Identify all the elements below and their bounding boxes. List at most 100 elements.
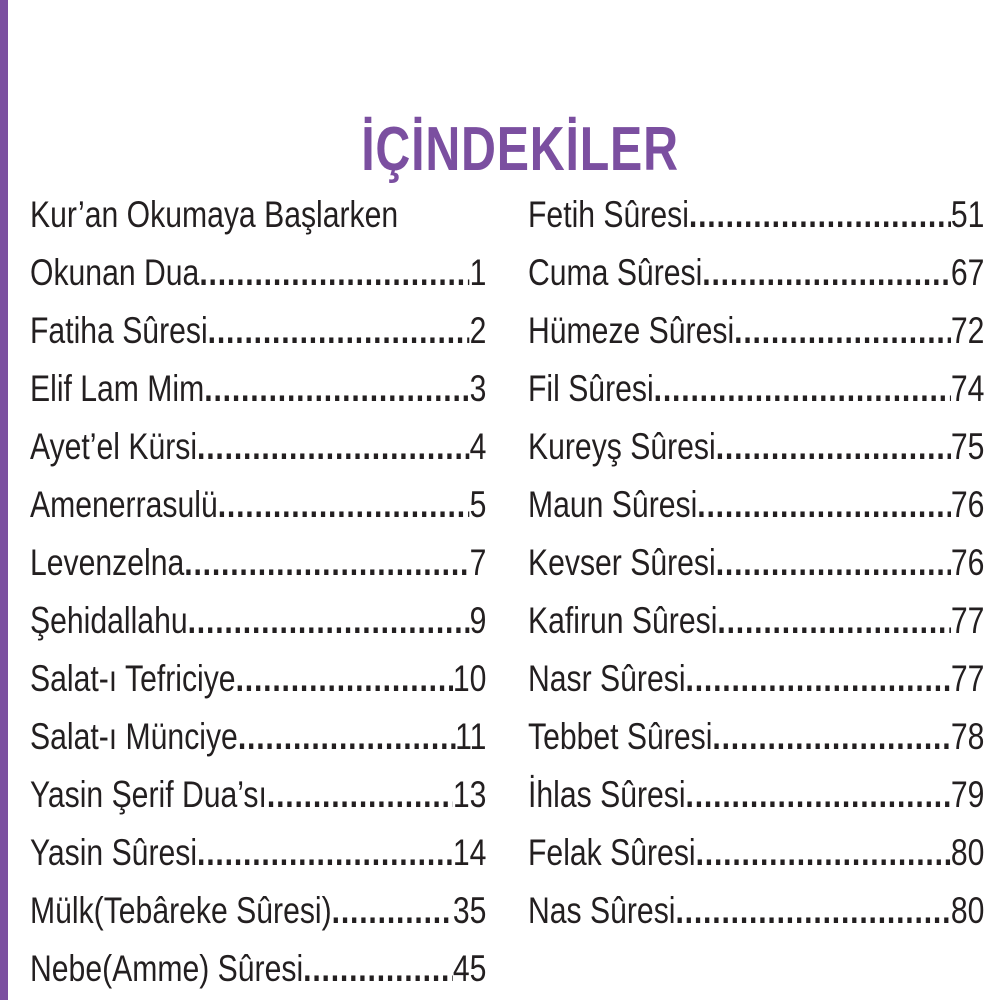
toc-entry-title: Fetih Sûresi — [528, 194, 689, 235]
toc-entry[interactable]: Kevser Sûresi ..........................… — [528, 534, 984, 592]
toc-entry-title: İhlas Sûresi — [528, 774, 686, 815]
toc-entry[interactable]: Elif Lam Mim............................… — [30, 360, 486, 418]
toc-entry-page: 10 — [452, 658, 487, 699]
toc-entry-title: Cuma Sûresi — [528, 252, 703, 293]
toc-entry-page: 11 — [455, 716, 487, 757]
toc-entry-page: 80 — [950, 832, 985, 873]
dot-leader: ........................................… — [217, 484, 470, 525]
toc-entry[interactable]: Cuma Sûresi.............................… — [528, 244, 984, 302]
dot-leader: ........................................… — [199, 252, 469, 293]
toc-entry-page: 79 — [950, 774, 985, 815]
dot-leader: ........................................… — [734, 310, 951, 351]
toc-entry[interactable]: Felak Sûresi............................… — [528, 824, 984, 882]
toc-entry[interactable]: Amenerrasulü............................… — [30, 476, 486, 534]
dot-leader: ........................................… — [695, 832, 951, 873]
toc-entry[interactable]: İhlas Sûresi ...........................… — [528, 766, 984, 824]
dot-leader: ........................................… — [204, 368, 469, 409]
toc-entry-page: 3 — [469, 368, 487, 409]
purple-edge-bar — [0, 0, 8, 1000]
toc-entry-title: Yasin Şerif Dua’sı — [30, 774, 267, 815]
toc-entry-page: 5 — [469, 484, 487, 525]
toc-entry-page: 45 — [452, 948, 487, 989]
dot-leader: ........................................… — [207, 310, 470, 351]
toc-entry[interactable]: Yasin Şerif Dua’sı......................… — [30, 766, 486, 824]
dot-leader: ........................................… — [685, 658, 951, 699]
dot-leader: ........................................… — [685, 774, 951, 815]
toc-entry-page: 35 — [452, 890, 487, 931]
toc-entry-page: 1 — [469, 252, 487, 293]
toc-left-column: Kur’an Okumaya Başlarken Okunan Dua......… — [30, 186, 486, 998]
toc-entry[interactable]: Nasr Sûresi ............................… — [528, 650, 984, 708]
toc-entry-page: 78 — [950, 716, 985, 757]
dot-leader: ........................................… — [187, 600, 470, 641]
dot-leader: ........................................… — [715, 426, 951, 467]
toc-entry-title: Fatiha Sûresi — [30, 310, 208, 351]
dot-leader: ........................................… — [653, 368, 951, 409]
toc-entry-page: 74 — [950, 368, 985, 409]
toc-entry-page: 72 — [950, 310, 985, 351]
toc-entry-page: 7 — [469, 542, 487, 583]
toc-entry-page: 76 — [950, 542, 985, 583]
dot-leader: ........................................… — [702, 252, 951, 293]
dot-leader: ........................................… — [715, 542, 951, 583]
toc-entry-title: Kur’an Okumaya Başlarken — [30, 194, 399, 235]
toc-entry-title: Kureyş Sûresi — [528, 426, 716, 467]
toc-entry-title: Kevser Sûresi — [528, 542, 716, 583]
dot-leader: ........................................… — [303, 948, 453, 989]
toc-entry-page: 9 — [469, 600, 487, 641]
dot-leader: ........................................… — [675, 890, 951, 931]
dot-leader: ........................................… — [697, 484, 951, 525]
toc-entry[interactable]: Fatiha Sûresi...........................… — [30, 302, 486, 360]
toc-entry-title: Nas Sûresi — [528, 890, 676, 931]
toc-entry[interactable]: Levenzelna..............................… — [30, 534, 486, 592]
dot-leader: ........................................… — [184, 542, 470, 583]
toc-entry-page: 77 — [950, 600, 985, 641]
toc-entry-page: 13 — [452, 774, 487, 815]
dot-leader: ........................................… — [331, 890, 453, 931]
toc-entry[interactable]: Nebe(Amme) Sûresi.......................… — [30, 940, 486, 998]
dot-leader: ........................................… — [712, 716, 951, 757]
toc-entry-title: Yasin Sûresi — [30, 832, 198, 873]
toc-entry-title: Salat-ı Münciye — [30, 716, 238, 757]
toc-entry-title: Ayet’el Kürsi — [30, 426, 198, 467]
dot-leader: ........................................… — [235, 658, 453, 699]
toc-entry-title: Şehidallahu — [30, 600, 188, 641]
toc-entry[interactable]: Ayet’el Kürsi...........................… — [30, 418, 486, 476]
toc-entry-title: Hümeze Sûresi — [528, 310, 735, 351]
toc-entry-page: 75 — [950, 426, 985, 467]
dot-leader: ........................................… — [266, 774, 453, 815]
toc-entry[interactable]: Fetih Sûresi............................… — [528, 186, 984, 244]
toc-entry[interactable]: Hümeze Sûresi ..........................… — [528, 302, 984, 360]
toc-entry[interactable]: Salat-ı Tefriciye.......................… — [30, 650, 486, 708]
toc-entry[interactable]: Yasin Sûresi............................… — [30, 824, 486, 882]
toc-entry-page: 77 — [950, 658, 985, 699]
toc-entry-title: Amenerrasulü — [30, 484, 218, 525]
page-title: İÇİNDEKİLER — [361, 114, 679, 184]
toc-entry-page: 2 — [469, 310, 487, 351]
toc-entry[interactable]: Maun Sûresi ............................… — [528, 476, 984, 534]
dot-leader: ........................................… — [688, 194, 951, 235]
dot-leader: ........................................… — [197, 426, 470, 467]
toc-entry-page: 14 — [452, 832, 487, 873]
toc-entry[interactable]: Kureyş Sûresi ..........................… — [528, 418, 984, 476]
toc-entry-title: Kafirun Sûresi — [528, 600, 718, 641]
toc-entry[interactable]: Kur’an Okumaya Başlarken — [30, 186, 486, 244]
dot-leader: ........................................… — [197, 832, 453, 873]
toc-entry[interactable]: Şehidallahu.............................… — [30, 592, 486, 650]
toc-entry[interactable]: Salat-ı Münciye.........................… — [30, 708, 486, 766]
toc-entry-page: 51 — [950, 194, 985, 235]
toc-entry-page: 67 — [950, 252, 985, 293]
dot-leader: ........................................… — [237, 716, 456, 757]
toc-entry-title: Nebe(Amme) Sûresi — [30, 948, 304, 989]
toc-entry[interactable]: Tebbet Sûresi ..........................… — [528, 708, 984, 766]
toc-entry[interactable]: Nas Sûresi .............................… — [528, 882, 984, 940]
toc-entry[interactable]: Okunan Dua..............................… — [30, 244, 486, 302]
toc-entry-title: Maun Sûresi — [528, 484, 698, 525]
toc-entry-page: 76 — [950, 484, 985, 525]
toc-entry[interactable]: Kafirun Sûresi .........................… — [528, 592, 984, 650]
toc-entry[interactable]: Fil Sûresi .............................… — [528, 360, 984, 418]
toc-entry-title: Elif Lam Mim — [30, 368, 205, 409]
toc-entry-title: Tebbet Sûresi — [528, 716, 713, 757]
toc-entry-page: 80 — [950, 890, 985, 931]
toc-entry[interactable]: Mülk(Tebâreke Sûresi)...................… — [30, 882, 486, 940]
